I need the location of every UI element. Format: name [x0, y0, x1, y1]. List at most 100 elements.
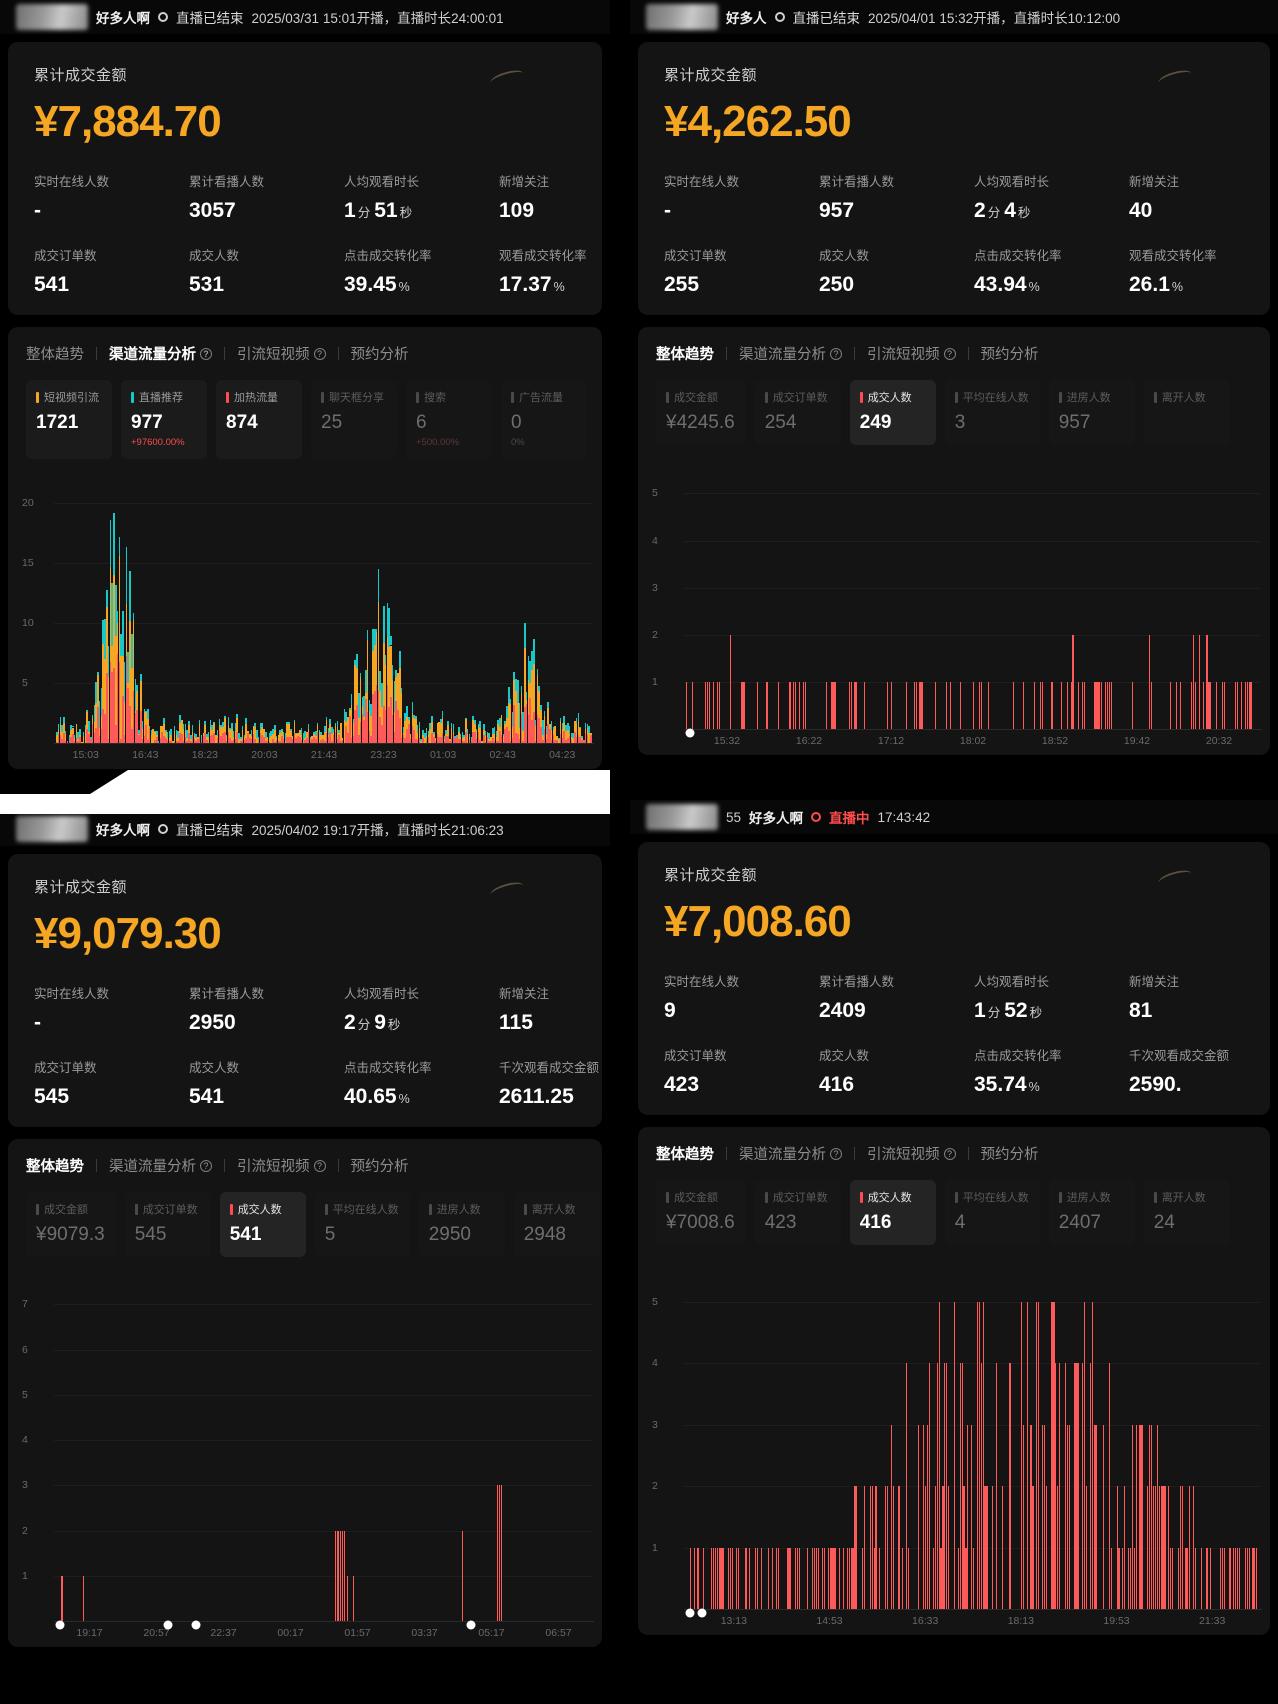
chart-bar [470, 736, 473, 742]
metric-chip[interactable]: 离开人数 24 [1143, 1180, 1230, 1246]
chart-bar [1099, 682, 1101, 730]
chart-bar [856, 1486, 858, 1610]
metric-chip[interactable]: 离开人数 [1143, 380, 1230, 446]
metric-chip[interactable]: 离开人数 2948 [513, 1192, 600, 1258]
chart-bar [522, 711, 524, 731]
chart-range-handle-left[interactable] [55, 1620, 65, 1630]
kpi-item: 千次观看成交金额 2611.25 [499, 1057, 602, 1109]
chart-bar [259, 723, 262, 731]
chart-bar [268, 732, 271, 739]
tab-1[interactable]: 渠道流量分析? [727, 1143, 854, 1164]
metric-chip[interactable]: 短视频引流 1721 [26, 380, 112, 460]
kpi-number: 39.45 [344, 273, 397, 297]
chart-range-handle-right[interactable] [191, 1620, 201, 1630]
chart-bar [341, 1530, 344, 1622]
help-icon[interactable]: ? [943, 347, 956, 360]
chart-bar [495, 737, 498, 741]
metric-chip[interactable]: 进房人数 957 [1048, 380, 1135, 446]
chart-y-tick: 4 [652, 1357, 658, 1370]
chart-bar [988, 682, 990, 730]
help-icon[interactable]: ? [830, 1147, 842, 1160]
chart-bar [441, 732, 444, 744]
metric-color-swatch [134, 1203, 138, 1215]
help-icon[interactable]: ? [200, 347, 212, 360]
chart-range-handle-mid[interactable] [163, 1620, 173, 1630]
chart-bar [566, 729, 569, 738]
kpi-number: 531 [189, 273, 225, 297]
chart-bar [247, 731, 249, 734]
chart-bar [381, 707, 383, 726]
metric-chip[interactable]: 成交人数 541 [219, 1192, 306, 1258]
metric-chip[interactable]: 聊天框分享 25 [311, 380, 397, 460]
help-icon[interactable]: ? [200, 1159, 212, 1172]
tab-0[interactable]: 整体趋势 [26, 343, 96, 364]
tab-0[interactable]: 整体趋势 [656, 1143, 726, 1164]
metric-chip[interactable]: 平均在线人数 4 [944, 1180, 1040, 1246]
help-icon[interactable]: ? [943, 1147, 956, 1160]
tab-2[interactable]: 引流短视频? [855, 1143, 968, 1164]
chart-range-handle-left[interactable] [685, 1608, 695, 1618]
chart-x-tick: 01:03 [429, 749, 457, 762]
chart-bar [490, 740, 492, 744]
chart-bar [957, 1547, 959, 1610]
metric-chip[interactable]: 加热流量 874 [216, 380, 302, 460]
help-icon[interactable]: ? [313, 1159, 326, 1172]
tab-3[interactable]: 预约分析 [969, 343, 1051, 364]
chart-bar [1250, 682, 1252, 730]
chart-bar [429, 722, 431, 729]
metric-chip[interactable]: 成交人数 416 [849, 1180, 936, 1246]
chart-bar [56, 735, 58, 742]
kpi-label: 实时在线人数 [34, 175, 110, 190]
tab-1[interactable]: 渠道流量分析? [97, 343, 224, 364]
tab-0[interactable]: 整体趋势 [656, 343, 726, 364]
chart-bar [197, 739, 199, 744]
metric-chip[interactable]: 成交订单数 545 [124, 1192, 211, 1258]
chart-range-handle-left[interactable] [685, 728, 695, 738]
tab-2[interactable]: 引流短视频? [855, 343, 968, 364]
metric-chip[interactable]: 直播推荐 977 +97600.00% [121, 380, 207, 460]
chart-bar [111, 646, 113, 672]
metric-chip[interactable]: 成交人数 249 [849, 380, 936, 446]
chart-bar [1039, 682, 1042, 730]
tab-3[interactable]: 预约分析 [339, 1155, 421, 1176]
chart-bar [390, 645, 392, 698]
metric-chip[interactable]: 成交订单数 423 [754, 1180, 841, 1246]
metric-chip[interactable]: 进房人数 2950 [418, 1192, 505, 1258]
metric-chip[interactable]: 成交订单数 254 [754, 380, 841, 446]
help-icon[interactable]: ? [830, 347, 842, 360]
metric-chip[interactable]: 成交金额 ¥9079.3 [26, 1192, 116, 1258]
chart-bar [921, 682, 923, 730]
chart-bar [524, 647, 526, 707]
chart-bar [425, 727, 428, 736]
chart-range-handle-end[interactable] [466, 1620, 476, 1630]
chart-bar [440, 718, 442, 723]
tab-0[interactable]: 整体趋势 [26, 1155, 96, 1176]
chart-bar [1116, 1486, 1118, 1610]
chart-bar [468, 737, 471, 740]
kpi-label: 实时在线人数 [664, 175, 740, 190]
tab-2[interactable]: 引流短视频? [225, 343, 338, 364]
chart-bar [422, 734, 424, 738]
chart-bar [545, 734, 548, 739]
tab-1[interactable]: 渠道流量分析? [97, 1155, 224, 1176]
chart-gridline [684, 682, 1260, 684]
metric-chip-head: 成交订单数 [134, 1201, 200, 1217]
metric-chip[interactable]: 广告流量 0 0% [501, 380, 587, 460]
chart-bar [502, 741, 505, 744]
tab-3[interactable]: 预约分析 [969, 1143, 1051, 1164]
help-icon[interactable]: ? [313, 347, 326, 360]
chart-range-handle-right[interactable] [697, 1608, 707, 1618]
metric-chip[interactable]: 平均在线人数 3 [944, 380, 1040, 446]
metric-chip[interactable]: 进房人数 2407 [1048, 1180, 1135, 1246]
metric-chip[interactable]: 成交金额 ¥7008.6 [656, 1180, 746, 1246]
tab-3[interactable]: 预约分析 [339, 343, 421, 364]
kpi-value: 115 [499, 1011, 602, 1035]
metric-chip[interactable]: 搜索 6 +500.00% [406, 380, 492, 460]
tab-2[interactable]: 引流短视频? [225, 1155, 338, 1176]
chart-bar [407, 724, 410, 744]
metric-chip[interactable]: 成交金额 ¥4245.6 [656, 380, 746, 446]
chart-bar [370, 703, 373, 717]
metric-chip[interactable]: 平均在线人数 5 [314, 1192, 410, 1258]
tab-1[interactable]: 渠道流量分析? [727, 343, 854, 364]
metric-chip-label: 直播推荐 [139, 392, 183, 405]
